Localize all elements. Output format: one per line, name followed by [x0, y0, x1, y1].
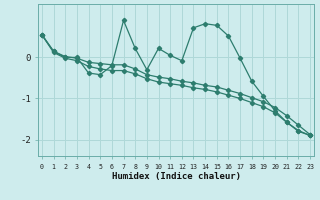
X-axis label: Humidex (Indice chaleur): Humidex (Indice chaleur)	[111, 172, 241, 181]
